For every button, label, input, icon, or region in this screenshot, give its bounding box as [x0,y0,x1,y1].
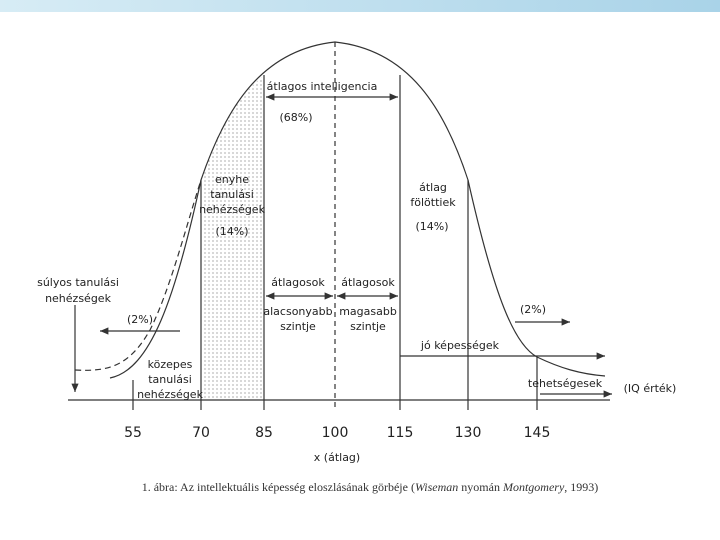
label: enyhe [215,173,249,186]
caption-part: , 1993) [564,480,598,494]
label: átlagosok [271,276,325,289]
dashed-curve [74,179,202,371]
axis-label: x (átlag) [314,451,360,464]
percent: (14%) [415,220,448,233]
percent: (68%) [279,111,312,124]
tick-label: 145 [524,425,551,441]
caption-part: 1. ábra: Az intellektuális képesség elos… [142,480,415,494]
tick-label: 85 [255,425,273,441]
caption-part: Montgomery [502,480,565,494]
tick-label: 115 [387,425,414,441]
caption-part: Wiseman [415,480,458,494]
percent: (14%) [215,225,248,238]
tick-label: 55 [124,425,142,441]
label: jó képességek [420,339,500,352]
label: nehézségek [199,203,266,216]
label: tehetségesek [528,377,603,390]
label: fölöttiek [410,196,456,209]
label: tanulási [210,188,254,201]
label: alacsonyabb [263,305,332,318]
bell-curve [109,41,606,379]
tick-labels: 55 70 85 100 115 130 145 [124,425,550,441]
tick-label: 70 [192,425,210,441]
percent: (2%) [127,313,153,326]
label: átlagos intelligencia [267,80,378,93]
vertical-lines [132,42,538,410]
label: nehézségek [137,388,204,401]
tick-label: 130 [455,425,482,441]
shaded-region [201,75,264,400]
percent: (2%) [520,303,546,316]
arrows [71,93,612,398]
label: magasabb [339,305,397,318]
figure: átlagos intelligencia (68%) enyhe tanulá… [37,41,677,494]
axis-unit: (IQ érték) [624,382,677,395]
label: átlagosok [341,276,395,289]
caption: 1. ábra: Az intellektuális képesség elos… [142,480,599,494]
label: közepes [148,358,193,371]
label: átlag [419,181,447,194]
tick-label: 100 [322,425,349,441]
label: szintje [280,320,316,333]
label: szintje [350,320,386,333]
label: tanulási [148,373,192,386]
label: nehézségek [45,292,112,305]
label: súlyos tanulási [37,276,119,289]
top-band [0,0,720,12]
caption-part: nyomán [458,480,503,494]
